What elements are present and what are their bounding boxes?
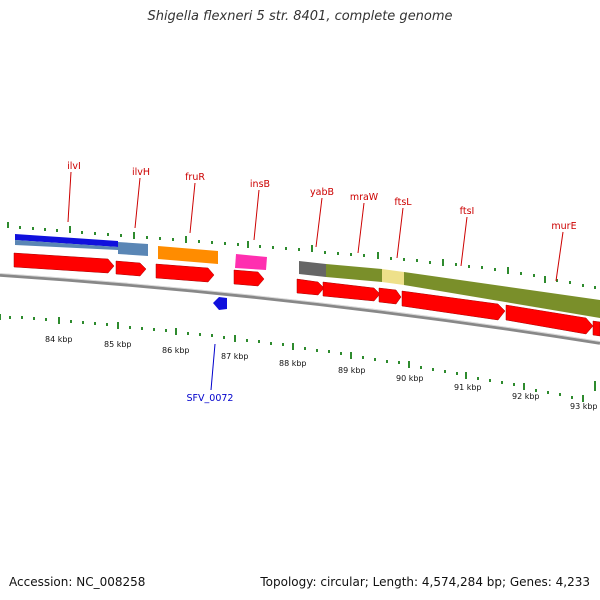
reverse-gene-arrow	[213, 297, 227, 310]
scale-label-93: 93 kbp	[570, 402, 598, 411]
cds-arrow-yabB	[296, 278, 325, 296]
gene-label-ftsL: ftsL	[394, 197, 412, 208]
cds-track	[13, 252, 600, 337]
locus-label-SFV_0072: SFV_0072	[187, 393, 234, 404]
feature-paleyellow-bar	[382, 269, 404, 285]
map-title: Shigella flexneri 5 str. 8401, complete …	[147, 9, 453, 24]
feature-orange-bar	[158, 246, 218, 264]
gene-label-ftsI: ftsI	[460, 206, 475, 217]
outer-feature-track	[15, 234, 600, 318]
gene-label-insB: insB	[250, 179, 270, 190]
scale-label-89: 89 kbp	[338, 366, 366, 375]
feature-blue-bar	[15, 234, 118, 247]
scale-label-85: 85 kbp	[104, 340, 132, 349]
scale-label-87: 87 kbp	[221, 352, 249, 361]
cds-arrow-insB	[233, 269, 265, 287]
feature-pink-bar	[235, 254, 267, 270]
scale-label-88: 88 kbp	[279, 359, 307, 368]
genome-backbone	[0, 273, 600, 345]
scale-label-84: 84 kbp	[45, 335, 73, 344]
scale-label-91: 91 kbp	[454, 383, 482, 392]
gene-label-fruR: fruR	[185, 172, 205, 183]
feature-olive-bar-1	[326, 264, 382, 282]
cds-arrow-fruR	[155, 263, 215, 283]
feature-gray-bar	[299, 261, 326, 277]
genome-stats-label: Topology: circular; Length: 4,574,284 bp…	[260, 575, 590, 589]
scale-label-92: 92 kbp	[512, 392, 540, 401]
gene-label-ilvH: ilvH	[132, 167, 150, 178]
cds-arrow-ilvI	[13, 252, 115, 274]
feature-steelblue-bar-1	[15, 240, 118, 250]
scale-label-90: 90 kbp	[396, 374, 424, 383]
cds-arrow-mraW	[322, 281, 381, 302]
feature-steelblue-bar-2	[118, 242, 148, 256]
gene-label-ilvI: ilvI	[67, 161, 81, 172]
cds-arrow-ftsI	[401, 290, 506, 321]
scale-label-86: 86 kbp	[162, 346, 190, 355]
feature-olive-bar-2	[404, 272, 600, 318]
cds-arrow-next	[592, 320, 600, 337]
cds-arrow-murE	[505, 304, 594, 335]
inner-tick-ring	[0, 314, 596, 402]
cds-arrow-ftsL	[378, 287, 402, 305]
accession-label: Accession: NC_008258	[9, 575, 146, 589]
gene-label-murE: murE	[551, 221, 576, 232]
gene-label-yabB: yabB	[310, 187, 334, 198]
cds-arrow-ilvH	[115, 260, 147, 277]
outer-tick-ring	[7, 222, 596, 289]
gene-label-mraW: mraW	[350, 192, 379, 203]
